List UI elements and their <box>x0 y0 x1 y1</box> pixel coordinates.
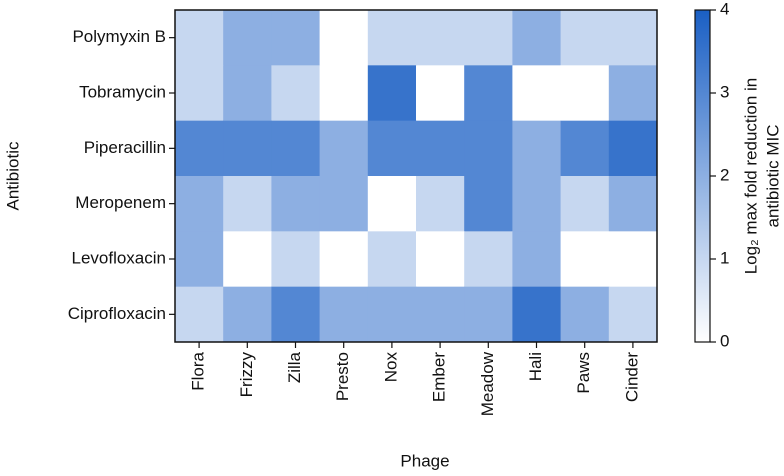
heatmap-cell <box>464 10 513 66</box>
heatmap-cell <box>512 286 562 343</box>
heatmap-cell <box>416 176 465 232</box>
heatmap-cell <box>223 120 272 177</box>
heatmap-cell <box>223 231 272 288</box>
heatmap-cell <box>608 286 658 343</box>
heatmap-cell <box>271 10 321 66</box>
heatmap-cell <box>512 231 562 288</box>
heatmap-cell <box>223 65 272 122</box>
heatmap-cell <box>416 10 465 66</box>
heatmap-cell <box>464 176 513 232</box>
heatmap-cell <box>560 120 610 177</box>
heatmap-cell <box>175 10 224 66</box>
heatmap-cell <box>512 176 562 232</box>
y-tick-label: Piperacillin <box>84 138 166 157</box>
x-tick-label: Zilla <box>285 351 304 383</box>
heatmap-cell <box>223 176 272 232</box>
heatmap-cell <box>608 176 658 232</box>
heatmap-cell <box>319 120 369 177</box>
heatmap-cell <box>512 120 562 177</box>
heatmap-cell <box>512 65 562 122</box>
heatmap-cell <box>271 176 321 232</box>
heatmap-cell <box>367 286 417 343</box>
heatmap-cell <box>416 286 465 343</box>
heatmap-cell <box>271 120 321 177</box>
heatmap-cell <box>367 10 417 66</box>
heatmap-cell <box>271 231 321 288</box>
y-tick-label: Polymyxin B <box>72 27 166 46</box>
y-axis-label: Antibiotic <box>3 141 22 210</box>
heatmap-cell <box>560 286 610 343</box>
x-tick-label: Ember <box>430 352 449 402</box>
colorbar <box>694 9 711 343</box>
colorbar-tick-label: 3 <box>720 82 729 101</box>
heatmap-cell <box>319 176 369 232</box>
heatmap-cell <box>560 231 610 288</box>
heatmap-cell <box>175 286 224 343</box>
heatmap-cell <box>608 231 658 288</box>
heatmap-cell <box>560 65 610 122</box>
colorbar-label: Log₂ max fold reduction in <box>741 78 760 275</box>
x-tick-label: Presto <box>333 352 352 401</box>
heatmap-cell <box>319 10 369 66</box>
colorbar-tick-label: 4 <box>720 0 729 18</box>
heatmap-cell <box>416 231 465 288</box>
heatmap-cell <box>175 120 224 177</box>
heatmap-cell <box>608 65 658 122</box>
heatmap-cell <box>560 10 610 66</box>
x-axis-label: Phage <box>400 451 449 470</box>
x-tick-label: Frizzy <box>237 352 256 398</box>
heatmap-cell <box>608 10 658 66</box>
heatmap-cell <box>464 231 513 288</box>
heatmap-cell <box>512 10 562 66</box>
heatmap-cell <box>175 231 224 288</box>
x-tick-label: Nox <box>381 352 400 383</box>
heatmap-cell <box>367 65 417 122</box>
heatmap-cell <box>367 120 417 177</box>
heatmap-cell <box>367 176 417 232</box>
x-tick-label: Hali <box>526 352 545 381</box>
heatmap-cell <box>464 120 513 177</box>
heatmap-cell <box>175 65 224 122</box>
plot-frame <box>174 9 658 343</box>
heatmap-cell <box>367 231 417 288</box>
heatmap-cell <box>319 65 369 122</box>
heatmap-cell <box>560 176 610 232</box>
heatmap-cell <box>319 231 369 288</box>
x-tick-label: Meadow <box>478 351 497 416</box>
heatmap-cell <box>319 286 369 343</box>
heatmap-cell <box>416 65 465 122</box>
heatmap-cell <box>464 65 513 122</box>
heatmap-cell <box>416 120 465 177</box>
x-tick-label: Flora <box>189 351 208 390</box>
colorbar-tick-label: 2 <box>720 165 729 184</box>
heatmap-cell <box>608 120 658 177</box>
heatmap-cell <box>223 286 272 343</box>
x-tick-label: Cinder <box>622 352 641 402</box>
x-tick-label: Paws <box>574 352 593 394</box>
colorbar-tick-label: 0 <box>720 331 729 350</box>
heatmap-cell <box>464 286 513 343</box>
colorbar-label: antibiotic MIC <box>763 125 782 228</box>
y-tick-label: Ciprofloxacin <box>68 304 166 323</box>
heatmap-cell <box>223 10 272 66</box>
heatmap-cell <box>271 286 321 343</box>
y-tick-label: Tobramycin <box>79 82 166 101</box>
colorbar-tick-label: 1 <box>720 248 729 267</box>
heatmap-cell <box>271 65 321 122</box>
y-tick-label: Levofloxacin <box>71 248 166 267</box>
y-tick-label: Meropenem <box>75 193 166 212</box>
heatmap-cell <box>175 176 224 232</box>
